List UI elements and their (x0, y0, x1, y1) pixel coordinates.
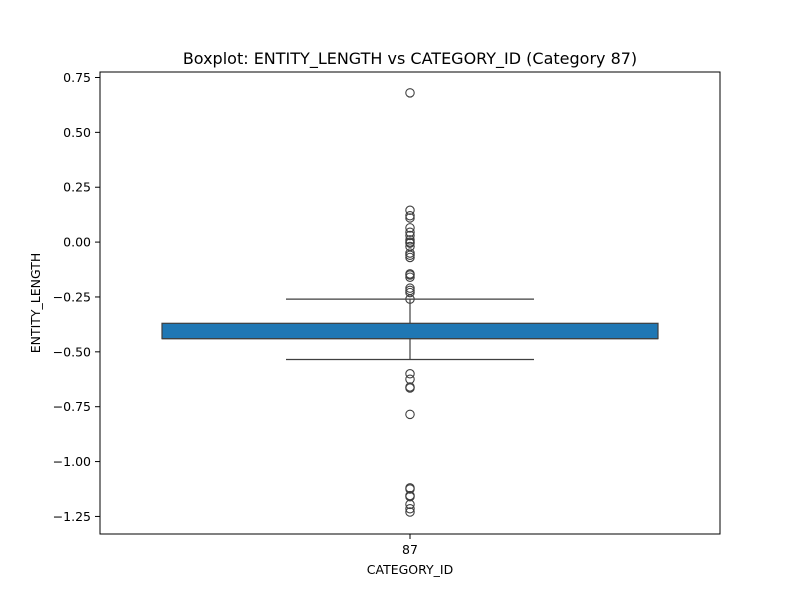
outlier-point (405, 88, 415, 98)
chart-title: Boxplot: ENTITY_LENGTH vs CATEGORY_ID (C… (183, 49, 637, 69)
y-tick-label: −1.25 (53, 509, 91, 524)
y-tick-label: 0.25 (63, 180, 91, 195)
x-axis: 87 (402, 534, 418, 557)
y-tick-label: 0.75 (63, 70, 91, 85)
y-tick-label: −1.00 (53, 454, 91, 469)
box-87 (161, 88, 659, 517)
outlier-point (405, 499, 415, 510)
x-axis-label: CATEGORY_ID (367, 562, 453, 577)
plot-area (161, 88, 659, 517)
outlier-point (405, 230, 415, 241)
y-tick-label: −0.25 (53, 289, 91, 304)
outlier-point (405, 272, 415, 282)
outlier-point (405, 504, 415, 514)
y-tick-label: 0.50 (63, 125, 91, 140)
y-tick-label: −0.75 (53, 399, 91, 414)
outlier-point (405, 227, 415, 237)
outlier-point (405, 223, 415, 233)
outlier-point (405, 205, 415, 216)
outlier-point (405, 491, 415, 502)
y-tick-label: −0.50 (53, 344, 91, 359)
outlier-point (405, 484, 415, 494)
outlier-point (405, 287, 415, 298)
y-axis: 0.75 0.50 0.25 0.00 −0.25 −0.50 −0.75 −1.00 −1.2… (53, 70, 100, 524)
outlier-point (405, 294, 415, 304)
iqr-box (161, 322, 659, 340)
y-tick-label: 0.00 (63, 235, 91, 250)
outlier-point (405, 238, 415, 248)
outlier-point (405, 409, 415, 420)
outlier-point (405, 507, 415, 517)
outlier-point (405, 383, 415, 393)
outlier-point (405, 369, 415, 379)
outlier-point (405, 252, 415, 263)
y-axis-label: ENTITY_LENGTH (28, 253, 43, 354)
outlier-point (405, 213, 415, 223)
x-tick-label: 87 (402, 542, 418, 557)
